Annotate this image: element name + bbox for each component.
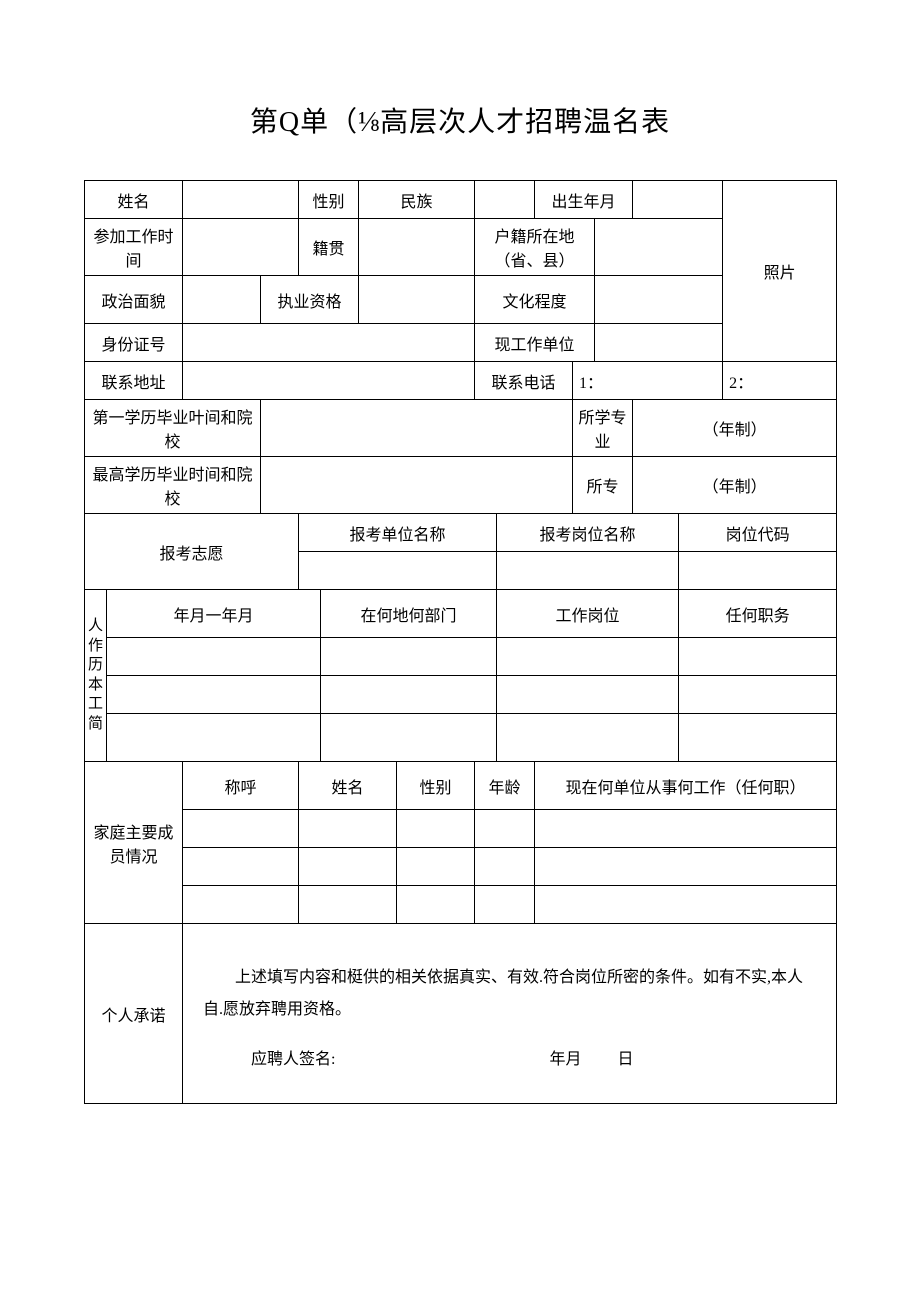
fm-col-gender: 性别	[397, 762, 475, 810]
table-row[interactable]	[299, 810, 397, 848]
table-row[interactable]	[107, 714, 321, 762]
field-ethnic[interactable]	[475, 181, 535, 219]
field-origin[interactable]	[359, 219, 475, 276]
table-row[interactable]	[497, 638, 679, 676]
field-address[interactable]	[183, 362, 475, 400]
fm-col-relation: 称呼	[183, 762, 299, 810]
table-row[interactable]	[475, 810, 535, 848]
field-workstart[interactable]	[183, 219, 299, 276]
label-phone: 联系电话	[475, 362, 573, 400]
field-applyunit[interactable]	[299, 552, 497, 590]
field-phone1[interactable]: 1：	[573, 362, 723, 400]
table-row[interactable]	[679, 714, 837, 762]
field-highestedu[interactable]	[261, 457, 573, 514]
label-name: 姓名	[85, 181, 183, 219]
commitment-text: 上述填写内容和梃供的相关依据真实、有效.符合岗位所密的条件。如有不实,本人自.愿…	[203, 962, 816, 1026]
table-row[interactable]	[475, 886, 535, 924]
table-row[interactable]	[183, 848, 299, 886]
table-row[interactable]	[679, 638, 837, 676]
field-birth[interactable]	[633, 181, 723, 219]
field-phone2[interactable]: 2：	[723, 362, 837, 400]
label-currentunit: 现工作单位	[475, 324, 595, 362]
label-gender: 性别	[299, 181, 359, 219]
table-row[interactable]	[497, 676, 679, 714]
table-row[interactable]	[679, 676, 837, 714]
field-political[interactable]	[183, 276, 261, 324]
field-id[interactable]	[183, 324, 475, 362]
field-firstedu[interactable]	[261, 400, 573, 457]
label-origin: 籍贯	[299, 219, 359, 276]
field-edulevel[interactable]	[595, 276, 723, 324]
label-workhistory: 人作历本工简	[85, 590, 107, 762]
field-hukou[interactable]	[595, 219, 723, 276]
label-address: 联系地址	[85, 362, 183, 400]
table-row[interactable]	[299, 848, 397, 886]
table-row[interactable]	[299, 886, 397, 924]
label-political: 政治面貌	[85, 276, 183, 324]
photo-box: 照片	[723, 181, 837, 362]
field-qualification[interactable]	[359, 276, 475, 324]
fm-col-age: 年龄	[475, 762, 535, 810]
page-title: 第Q单（⅛高层次人才招聘温名表	[84, 100, 836, 140]
label-ethnic: 民族	[359, 181, 475, 219]
table-row[interactable]	[397, 810, 475, 848]
label-firstedu: 第一学历毕业叶间和院校	[85, 400, 261, 457]
table-row[interactable]	[475, 848, 535, 886]
wh-col-post: 工作岗位	[497, 590, 679, 638]
signature-line: 应聘人签名: 年月 日	[203, 1044, 816, 1076]
table-row[interactable]	[397, 886, 475, 924]
table-row[interactable]	[321, 638, 497, 676]
label-birth: 出生年月	[535, 181, 633, 219]
field-name[interactable]	[183, 181, 299, 219]
wh-col-where: 在何地何部门	[321, 590, 497, 638]
table-row[interactable]	[321, 676, 497, 714]
label-id: 身份证号	[85, 324, 183, 362]
label-hukou: 户籍所在地（省、县）	[475, 219, 595, 276]
label-major2: 所专	[573, 457, 633, 514]
table-row[interactable]	[107, 638, 321, 676]
table-row[interactable]	[535, 886, 837, 924]
document-page: 第Q单（⅛高层次人才招聘温名表 姓名 性别	[0, 0, 920, 1164]
label-intent: 报考志愿	[85, 514, 299, 590]
wh-col-period: 年月一年月	[107, 590, 321, 638]
table-row[interactable]	[497, 714, 679, 762]
fm-col-name: 姓名	[299, 762, 397, 810]
table-row[interactable]	[183, 810, 299, 848]
field-major2[interactable]: （年制）	[633, 457, 837, 514]
date-d: 日	[617, 1051, 633, 1068]
label-applyunit: 报考单位名称	[299, 514, 497, 552]
label-postcode: 岗位代码	[679, 514, 837, 552]
label-edulevel: 文化程度	[475, 276, 595, 324]
table-row[interactable]	[321, 714, 497, 762]
label-highestedu: 最高学历毕业时间和院校	[85, 457, 261, 514]
commitment-box: 上述填写内容和梃供的相关依据真实、有效.符合岗位所密的条件。如有不实,本人自.愿…	[183, 924, 837, 1104]
field-applypost[interactable]	[497, 552, 679, 590]
field-currentunit[interactable]	[595, 324, 723, 362]
table-row[interactable]	[183, 886, 299, 924]
table-row[interactable]	[535, 848, 837, 886]
date-ym: 年月	[549, 1051, 581, 1068]
application-form-table: 姓名 性别 民族 出生年月 照片 参加工作时间 籍贯 户籍所在地（省、县） 政治…	[84, 180, 837, 1104]
wh-col-duty: 任何职务	[679, 590, 837, 638]
sign-label: 应聘人签名:	[251, 1051, 335, 1068]
table-row[interactable]	[107, 676, 321, 714]
label-applypost: 报考岗位名称	[497, 514, 679, 552]
field-major1[interactable]: （年制）	[633, 400, 837, 457]
label-family: 家庭主要成员情况	[85, 762, 183, 924]
label-major1: 所学专业	[573, 400, 633, 457]
fm-col-work: 现在何单位从事何工作（任何职）	[535, 762, 837, 810]
table-row[interactable]	[535, 810, 837, 848]
label-commitment: 个人承诺	[85, 924, 183, 1104]
field-postcode[interactable]	[679, 552, 837, 590]
label-qualification: 执业资格	[261, 276, 359, 324]
table-row[interactable]	[397, 848, 475, 886]
label-workstart: 参加工作时间	[85, 219, 183, 276]
